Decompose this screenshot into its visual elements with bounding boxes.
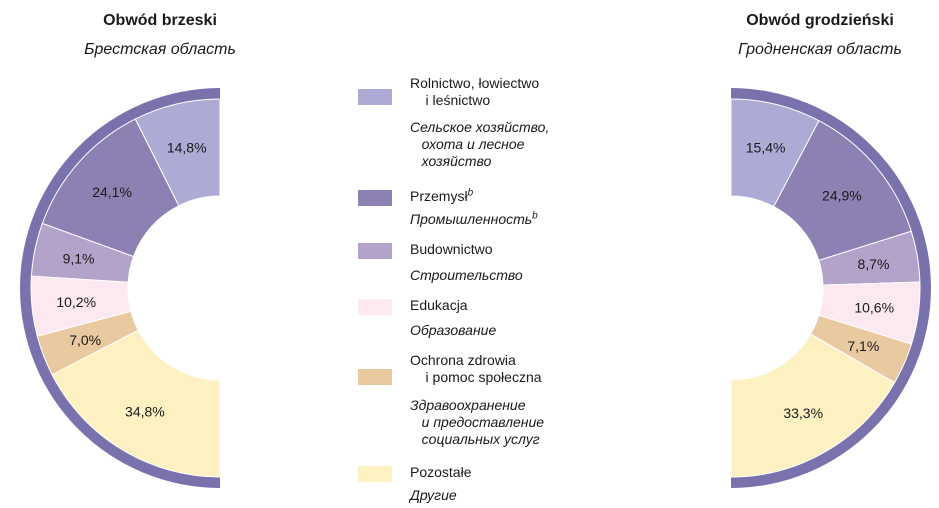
legend-label-ru-industry: Промышленностьb (410, 210, 538, 227)
legend-label-ru-health: Здравоохранение и предоставление социаль… (410, 397, 545, 447)
legend-label-ru-agriculture: Сельское хозяйство, охота и лесное хозяй… (410, 119, 550, 169)
slice-label-construction: 8,7% (858, 256, 890, 272)
legend-label-pl-education: Edukacja (410, 297, 468, 313)
slice-label-other: 33,3% (783, 405, 823, 421)
superscript-note: b (532, 210, 538, 222)
legend-label-pl-agriculture: Rolnictwo, łowiectwo i leśnictwo (410, 75, 540, 108)
legend-label-pl-other: Pozostałe (410, 464, 472, 480)
slice-label-education: 10,6% (854, 299, 894, 315)
legend-label-pl-construction: Budownictwo (410, 241, 493, 257)
slice-label-industry: 24,1% (92, 184, 132, 200)
legend-swatch-construction (358, 243, 392, 259)
slice-label-industry: 24,9% (822, 187, 862, 203)
legend-label-pl-health: Ochrona zdrowia i pomoc społeczna (410, 352, 542, 385)
legend-swatch-other (358, 466, 392, 482)
legend-swatch-industry (358, 190, 392, 206)
slice-other (51, 329, 221, 478)
chart-title-grodno: Obwód grodzieński (746, 12, 894, 29)
legend-label-pl-industry: Przemysłb (410, 187, 474, 204)
legend-swatch-education (358, 299, 392, 315)
chart-title-brest: Obwód brzeski (103, 12, 217, 29)
slice-label-construction: 9,1% (63, 250, 95, 266)
superscript-note: b (467, 187, 474, 199)
legend-label-ru-other: Другие (410, 487, 457, 503)
legend-swatch-agriculture (358, 89, 392, 105)
slice-label-health: 7,0% (69, 332, 101, 348)
slice-label-health: 7,1% (847, 338, 879, 354)
slice-label-other: 34,8% (125, 403, 165, 419)
slice-other (730, 333, 896, 478)
chart-subtitle-grodno: Гродненская область (738, 41, 902, 58)
slice-label-education: 10,2% (56, 294, 96, 310)
legend-label-ru-construction: Строительство (410, 267, 523, 283)
slice-label-agriculture: 14,8% (167, 139, 207, 155)
chart-subtitle-brest: Брестская область (84, 41, 236, 58)
slice-label-agriculture: 15,4% (746, 140, 786, 156)
legend-swatch-health (358, 369, 392, 385)
legend-label-ru-education: Образование (410, 322, 497, 338)
